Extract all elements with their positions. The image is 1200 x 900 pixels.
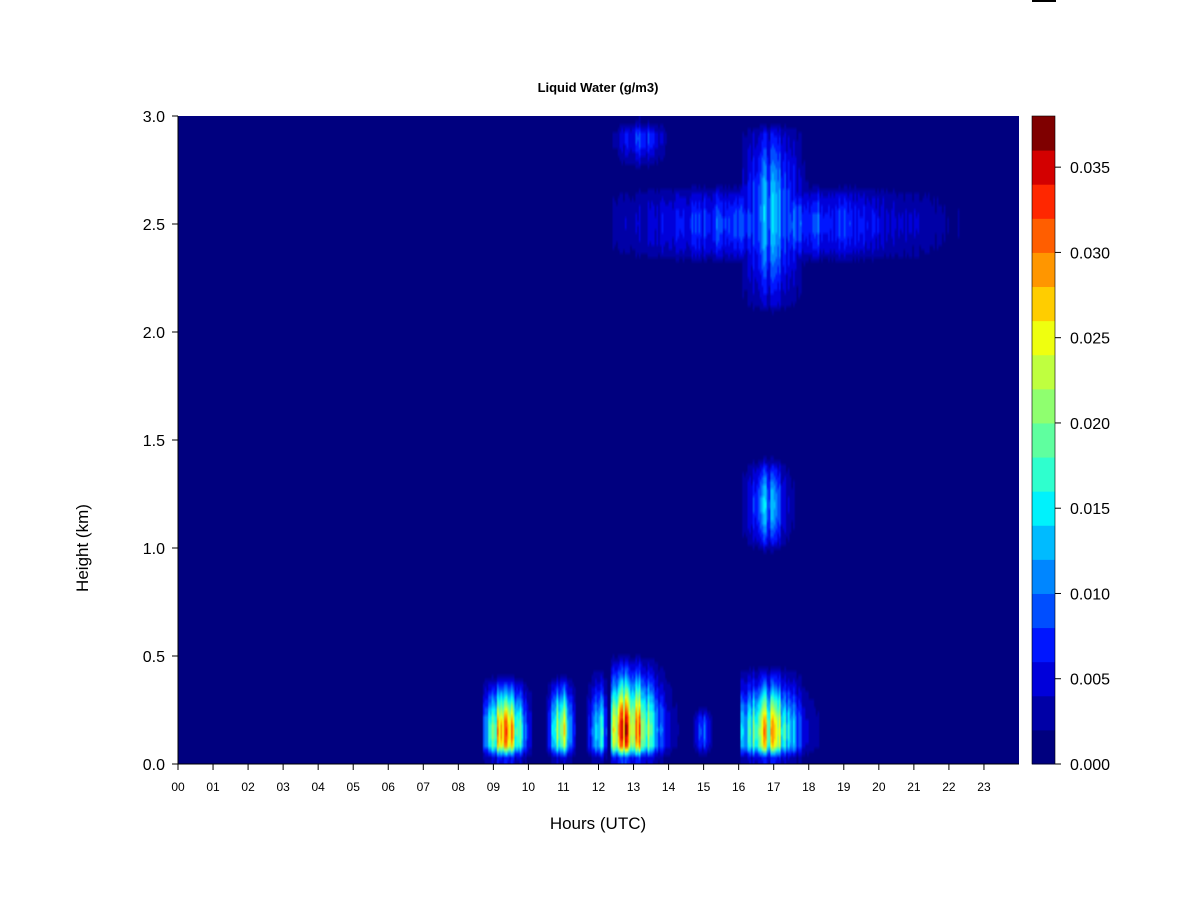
colorbar-swatch — [1032, 525, 1055, 560]
x-tick-label: 10 — [522, 780, 536, 794]
x-tick-label: 15 — [697, 780, 711, 794]
colorbar-tick-label: 0.020 — [1070, 416, 1110, 433]
x-tick-label: 13 — [627, 780, 641, 794]
colorbar-swatch — [1032, 593, 1055, 629]
x-tick-label: 09 — [487, 780, 501, 794]
x-tick-label: 00 — [171, 780, 185, 794]
y-tick-label: 2.0 — [143, 325, 165, 342]
y-tick-label: 3.0 — [143, 109, 165, 126]
y-tick-label: 1.0 — [143, 541, 165, 558]
x-tick-label: 06 — [382, 780, 396, 794]
x-axis-label: Hours (UTC) — [550, 814, 646, 833]
colorbar-tick-label: 0.000 — [1070, 757, 1110, 774]
colorbar-swatch — [1032, 354, 1055, 390]
x-tick-label: 21 — [907, 780, 921, 794]
x-tick-label: 23 — [977, 780, 991, 794]
x-tick-label: 14 — [662, 780, 676, 794]
colorbar-swatch — [1032, 559, 1055, 594]
colorbar-swatch — [1032, 695, 1055, 731]
colorbar-tick-label: 0.035 — [1070, 160, 1110, 177]
colorbar-swatch — [1032, 218, 1055, 253]
colorbar-tick-label: 0.030 — [1070, 245, 1110, 262]
x-tick-label: 04 — [311, 780, 325, 794]
x-tick-label: 05 — [347, 780, 361, 794]
colorbar-swatch — [1032, 457, 1055, 492]
colorbar-swatch — [1032, 627, 1055, 663]
x-tick-label: 01 — [206, 780, 220, 794]
chart-title: Liquid Water (g/m3) — [538, 80, 659, 95]
colorbar-swatch — [1032, 388, 1055, 424]
x-tick-label: 18 — [802, 780, 816, 794]
colorbar-swatch — [1032, 729, 1055, 765]
colorbar-swatch — [1032, 320, 1055, 356]
y-tick-label: 0.5 — [143, 649, 165, 666]
x-tick-label: 16 — [732, 780, 746, 794]
colorbar-swatch — [1032, 184, 1055, 219]
colorbar-swatch — [1032, 150, 1055, 185]
colorbar-swatch — [1032, 286, 1055, 322]
corner-mark — [1032, 0, 1056, 2]
heatmap-plot-area — [177, 116, 1019, 765]
y-tick-label: 2.5 — [143, 217, 165, 234]
x-tick-label: 12 — [592, 780, 606, 794]
colorbar-swatch — [1032, 252, 1055, 288]
colorbar-tick-label: 0.015 — [1070, 501, 1110, 518]
y-axis-label: Height (km) — [73, 504, 92, 592]
x-tick-label: 20 — [872, 780, 886, 794]
x-tick-label: 07 — [417, 780, 431, 794]
colorbar-tick-label: 0.010 — [1070, 586, 1110, 603]
colorbar-swatch — [1032, 491, 1055, 526]
colorbar-tick-label: 0.025 — [1070, 331, 1110, 348]
x-tick-label: 08 — [452, 780, 466, 794]
x-tick-label: 02 — [241, 780, 255, 794]
colorbar: 0.000 0.005 0.010 0.015 0.020 0.025 0.030 0.035 — [1031, 115, 1110, 774]
y-axis: 0.0 0.5 1.0 1.5 2.0 2.5 3.0 — [143, 109, 178, 774]
colorbar-swatch — [1032, 661, 1055, 697]
x-tick-label: 11 — [557, 780, 570, 794]
colorbar-swatch — [1032, 422, 1055, 458]
heatmap-image — [178, 116, 1019, 764]
x-axis: 00 01 02 03 04 05 06 07 08 09 10 11 12 13 14 15 16 17 18 19… — [171, 764, 991, 794]
x-tick-label: 22 — [942, 780, 956, 794]
x-tick-label: 17 — [767, 780, 781, 794]
colorbar-swatch — [1032, 116, 1055, 151]
colorbar-tick-label: 0.005 — [1070, 672, 1110, 689]
x-tick-label: 19 — [837, 780, 851, 794]
y-tick-label: 0.0 — [143, 757, 165, 774]
y-tick-label: 1.5 — [143, 433, 165, 450]
x-tick-label: 03 — [276, 780, 290, 794]
